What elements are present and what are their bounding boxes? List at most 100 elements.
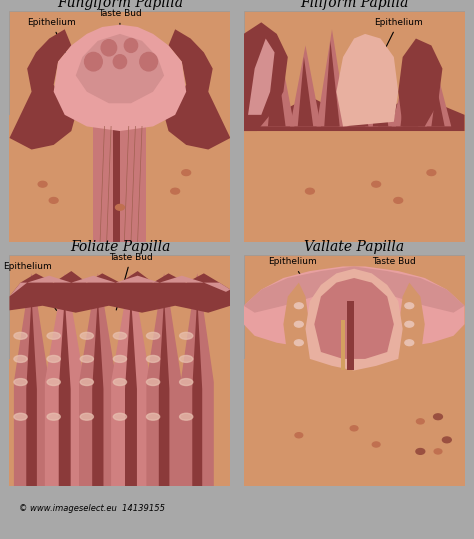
Circle shape: [101, 40, 117, 56]
Polygon shape: [348, 73, 368, 127]
Ellipse shape: [350, 426, 358, 431]
Ellipse shape: [180, 413, 193, 420]
Ellipse shape: [14, 413, 27, 420]
Polygon shape: [314, 278, 394, 359]
Ellipse shape: [182, 170, 191, 176]
Polygon shape: [401, 68, 418, 127]
Text: © www.imageselect.eu  14139155: © www.imageselect.eu 14139155: [18, 503, 164, 513]
Ellipse shape: [80, 413, 93, 420]
Polygon shape: [9, 29, 76, 149]
Ellipse shape: [434, 449, 442, 454]
Ellipse shape: [80, 355, 93, 362]
FancyBboxPatch shape: [9, 255, 230, 486]
Polygon shape: [268, 45, 286, 127]
Ellipse shape: [294, 303, 303, 309]
Polygon shape: [9, 271, 230, 313]
Polygon shape: [290, 45, 321, 127]
Polygon shape: [425, 75, 451, 127]
Polygon shape: [113, 115, 120, 242]
Ellipse shape: [305, 188, 314, 194]
Polygon shape: [244, 22, 288, 131]
Polygon shape: [76, 34, 164, 103]
Polygon shape: [305, 269, 403, 370]
Ellipse shape: [113, 413, 127, 420]
Title: Fungiform Papilla: Fungiform Papilla: [57, 0, 183, 10]
Polygon shape: [341, 320, 345, 370]
FancyBboxPatch shape: [9, 11, 230, 242]
Ellipse shape: [80, 333, 93, 339]
Polygon shape: [92, 296, 103, 486]
Ellipse shape: [171, 188, 180, 194]
Text: Taste Bud: Taste Bud: [372, 258, 416, 294]
Polygon shape: [317, 29, 347, 127]
Ellipse shape: [39, 456, 46, 461]
Circle shape: [84, 52, 102, 71]
Ellipse shape: [427, 170, 436, 176]
Ellipse shape: [405, 321, 414, 327]
Ellipse shape: [47, 413, 60, 420]
Ellipse shape: [17, 437, 24, 443]
Circle shape: [113, 55, 127, 68]
Polygon shape: [244, 266, 465, 352]
Polygon shape: [259, 34, 294, 127]
Polygon shape: [398, 38, 442, 127]
Polygon shape: [244, 359, 465, 486]
Polygon shape: [192, 296, 202, 486]
Text: Taste Bud: Taste Bud: [109, 253, 153, 310]
Ellipse shape: [442, 437, 451, 443]
Polygon shape: [111, 273, 151, 486]
Ellipse shape: [294, 321, 303, 327]
Ellipse shape: [113, 355, 127, 362]
Polygon shape: [159, 296, 169, 486]
Polygon shape: [244, 96, 465, 131]
Polygon shape: [298, 57, 313, 127]
FancyBboxPatch shape: [244, 11, 465, 242]
Ellipse shape: [417, 419, 424, 424]
Ellipse shape: [146, 333, 160, 339]
Ellipse shape: [146, 355, 160, 362]
Ellipse shape: [180, 333, 193, 339]
FancyBboxPatch shape: [244, 255, 465, 486]
Polygon shape: [54, 25, 186, 131]
Polygon shape: [146, 273, 182, 486]
Ellipse shape: [47, 378, 60, 385]
Ellipse shape: [14, 378, 27, 385]
Text: Epithelium: Epithelium: [268, 258, 317, 294]
Ellipse shape: [204, 449, 212, 454]
Polygon shape: [26, 296, 37, 486]
Polygon shape: [9, 275, 230, 296]
Text: Epithelium: Epithelium: [3, 262, 56, 310]
Polygon shape: [365, 38, 396, 127]
Polygon shape: [373, 50, 388, 127]
Polygon shape: [324, 41, 340, 127]
Polygon shape: [392, 57, 427, 127]
Ellipse shape: [182, 426, 190, 431]
Ellipse shape: [146, 413, 160, 420]
Ellipse shape: [294, 340, 303, 345]
Circle shape: [140, 52, 157, 71]
Polygon shape: [337, 34, 398, 127]
Title: Filiform Papilla: Filiform Papilla: [300, 0, 408, 10]
Polygon shape: [9, 359, 230, 486]
Polygon shape: [244, 266, 465, 313]
Polygon shape: [79, 273, 117, 486]
Text: Taste Bud: Taste Bud: [98, 9, 142, 36]
Ellipse shape: [372, 181, 381, 187]
Ellipse shape: [405, 340, 414, 345]
Ellipse shape: [116, 204, 124, 210]
Ellipse shape: [113, 333, 127, 339]
Polygon shape: [164, 29, 230, 149]
Polygon shape: [248, 38, 274, 115]
Polygon shape: [244, 122, 465, 242]
Ellipse shape: [14, 333, 27, 339]
Circle shape: [124, 38, 137, 52]
Polygon shape: [9, 115, 230, 242]
Ellipse shape: [146, 378, 160, 385]
Text: Epithelium: Epithelium: [373, 18, 423, 73]
Polygon shape: [181, 273, 214, 486]
Title: Vallate Papilla: Vallate Papilla: [304, 240, 404, 254]
Polygon shape: [398, 282, 425, 359]
Polygon shape: [59, 296, 71, 486]
Ellipse shape: [394, 197, 403, 203]
Polygon shape: [45, 273, 84, 486]
